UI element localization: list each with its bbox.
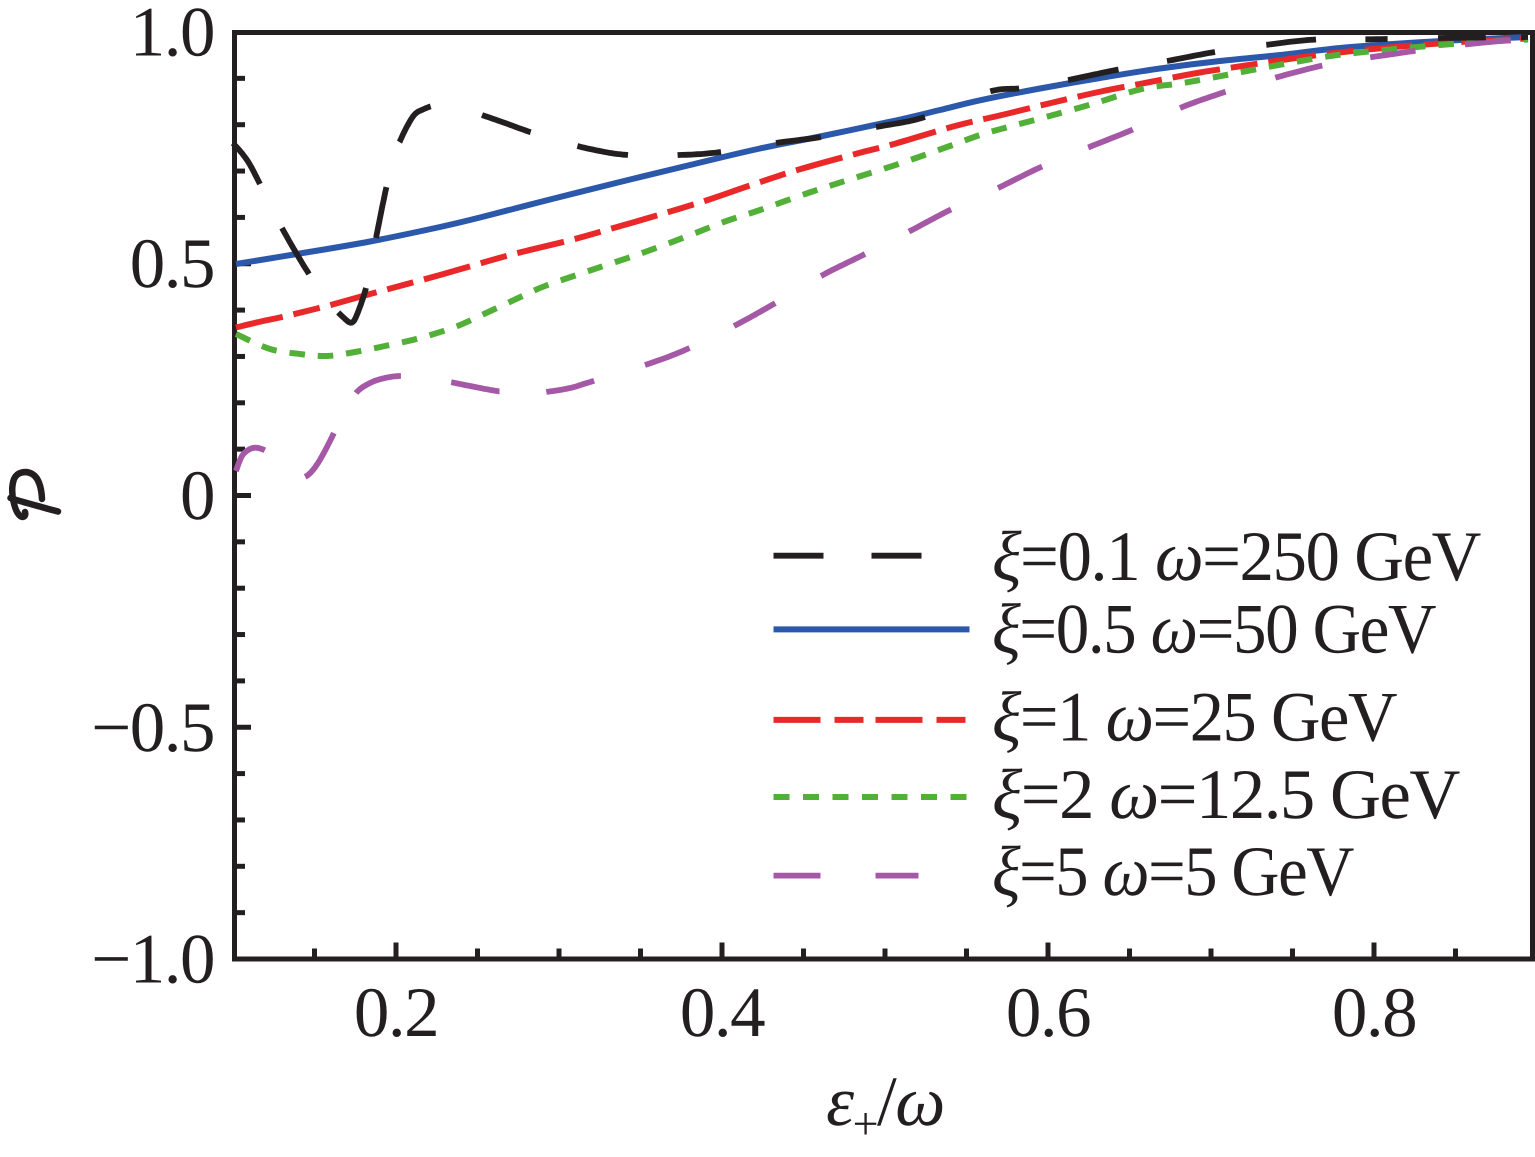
svg-text:0.4: 0.4 (680, 974, 765, 1052)
svg-text:ξ=2 ω=12.5 GeV: ξ=2 ω=12.5 GeV (992, 756, 1460, 834)
svg-text:0.5: 0.5 (130, 225, 214, 303)
svg-text:ξ=1 ω=25 GeV: ξ=1 ω=25 GeV (992, 679, 1397, 757)
svg-text:1.0: 1.0 (130, 0, 214, 72)
svg-text:ξ=0.5 ω=50 GeV: ξ=0.5 ω=50 GeV (992, 591, 1436, 669)
svg-text:−0.5: −0.5 (91, 689, 214, 767)
svg-text:ξ=0.1 ω=250 GeV: ξ=0.1 ω=250 GeV (992, 518, 1481, 596)
svg-text:0.2: 0.2 (354, 974, 438, 1052)
svg-text:ξ=5 ω=5 GeV: ξ=5 ω=5 GeV (992, 833, 1354, 911)
svg-text:0.6: 0.6 (1006, 974, 1090, 1052)
svg-text:0: 0 (180, 457, 214, 535)
svg-text:−1.0: −1.0 (91, 921, 214, 999)
svg-text:0.8: 0.8 (1332, 974, 1416, 1052)
svg-text:ε+/ω: ε+/ω (826, 1063, 944, 1149)
